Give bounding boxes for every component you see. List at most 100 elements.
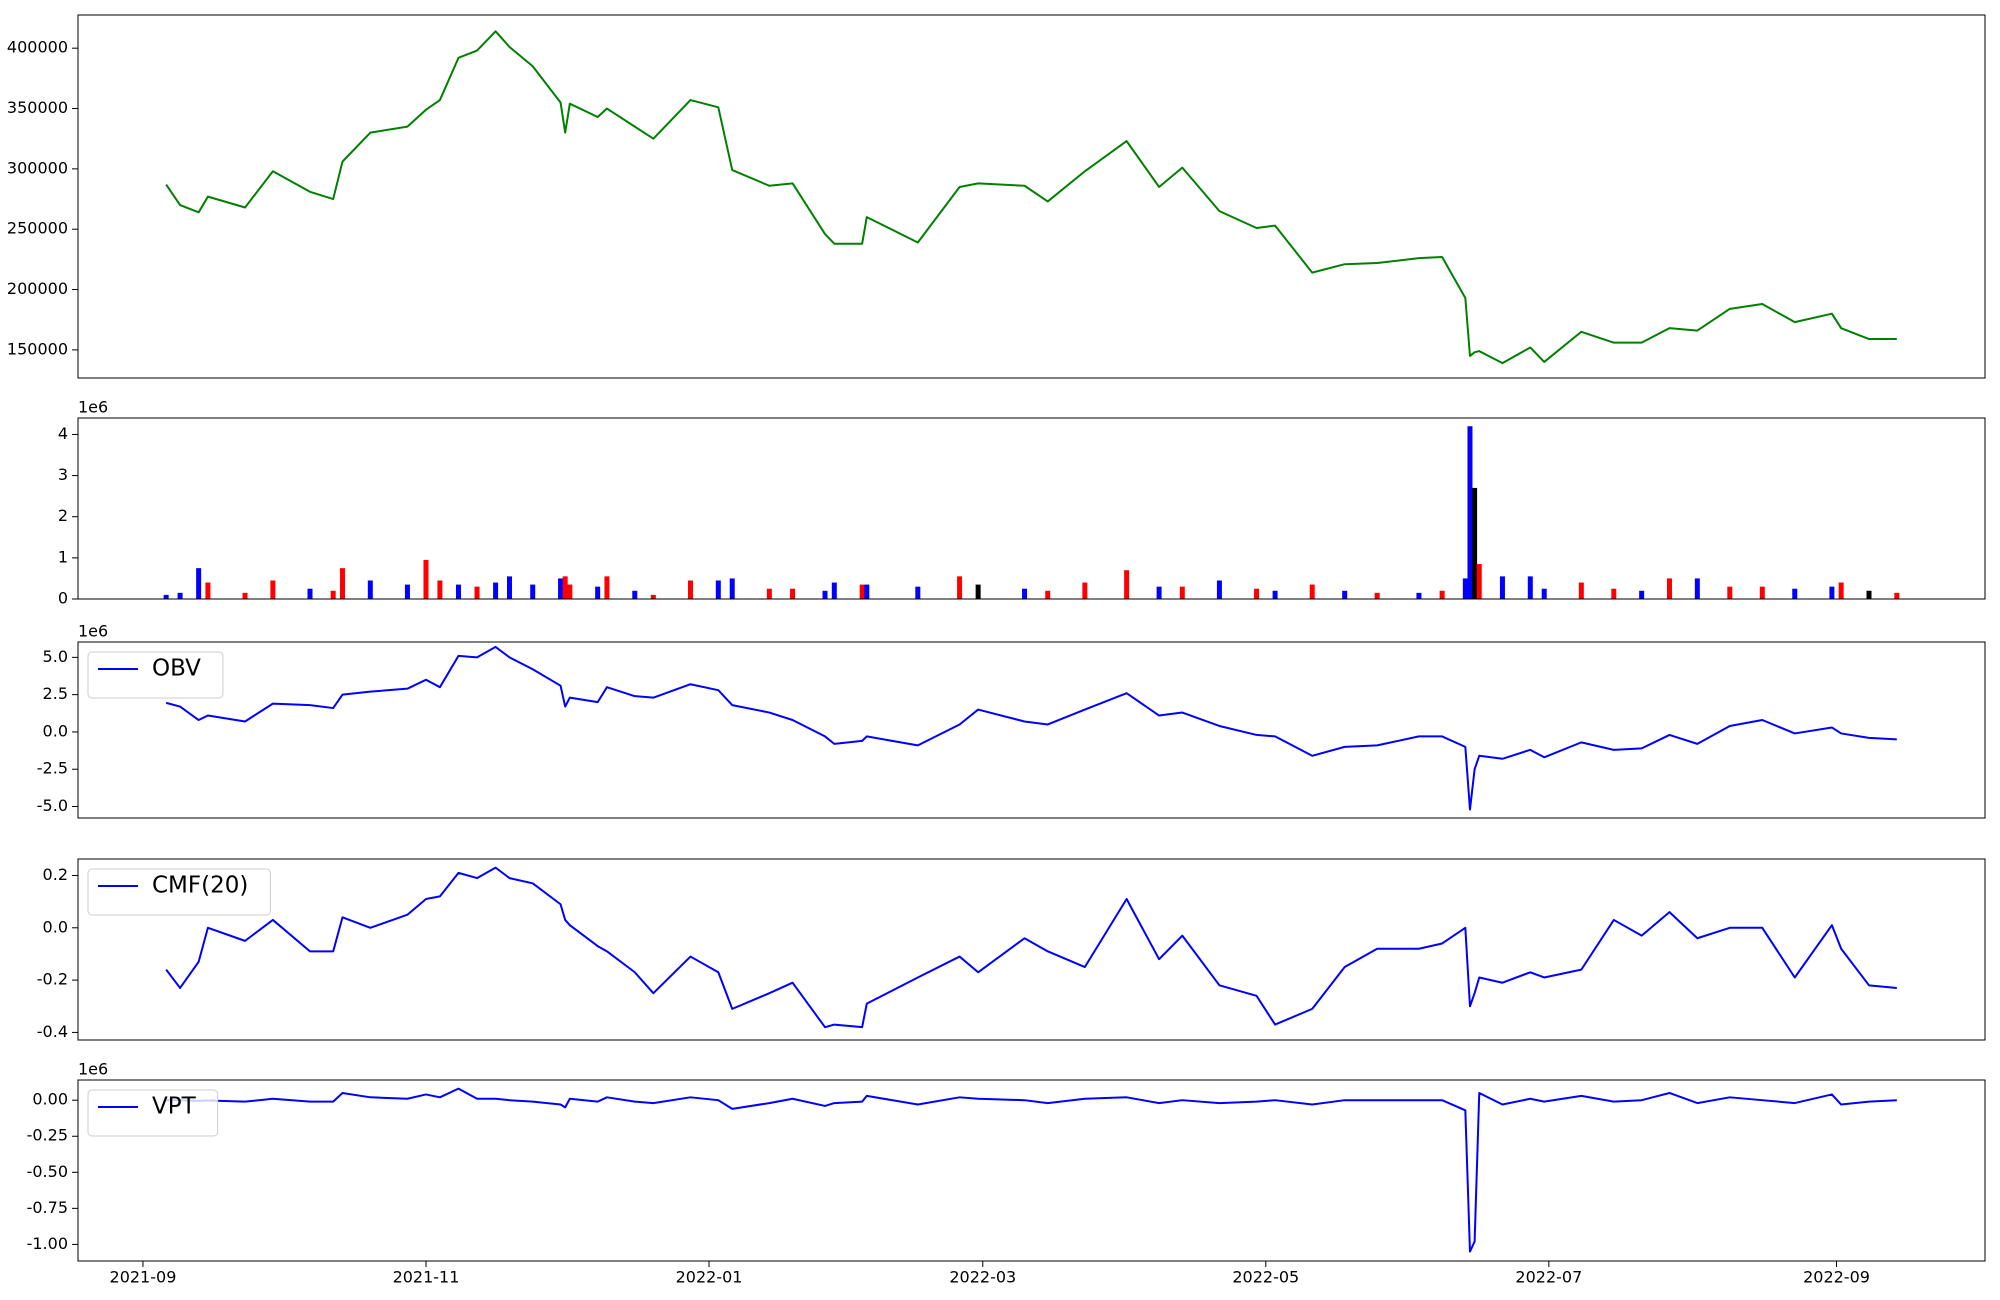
y-tick-label: -0.25 (27, 1126, 68, 1145)
legend: CMF(20) (87, 868, 271, 916)
axes-frame (77, 1079, 1986, 1262)
legend-label: CMF(20) (152, 873, 248, 899)
panel: -5.0 -2.5 0.0 2.5 5.0 1e6 OBV (37, 622, 1986, 819)
bar (975, 584, 981, 599)
y-tick-label: -0.50 (27, 1162, 68, 1181)
y-tick-label: 300000 (7, 158, 68, 177)
legend-label: VPT (152, 1094, 197, 1120)
x-tick-label: 2022-09 (1803, 1268, 1870, 1287)
panel: -1.00 -0.75 -0.50 -0.25 0.00 1e6 2021-09 2021-1… (27, 1060, 1986, 1287)
line (166, 1087, 1897, 1253)
bar (1272, 590, 1278, 599)
x-tick-label: 2022-03 (949, 1268, 1016, 1287)
legend: VPT (87, 1089, 219, 1137)
legend-box (87, 1089, 219, 1137)
bar (1342, 590, 1348, 599)
bar (1472, 487, 1478, 599)
y-offset-label: 1e6 (78, 1060, 108, 1079)
bar (1866, 590, 1872, 599)
bar (307, 588, 313, 599)
y-tick-label: 2.5 (43, 684, 68, 703)
y-tick-label: -0.75 (27, 1198, 68, 1217)
y-tick-label: 4 (58, 424, 68, 443)
bar (1727, 586, 1733, 599)
bar (270, 580, 276, 599)
bar (1527, 576, 1533, 599)
bar (1309, 584, 1315, 599)
y-tick-label: -0.4 (37, 1022, 68, 1041)
bar (562, 576, 568, 599)
bar (687, 580, 693, 599)
axes-frame (77, 14, 1986, 379)
bar (1179, 586, 1185, 599)
bar (1476, 564, 1482, 599)
bar (474, 586, 480, 599)
panel: -0.4 -0.2 0.0 0.2 CMF(20) (37, 858, 1986, 1041)
bar (423, 559, 429, 599)
legend-label: OBV (152, 656, 201, 682)
bar (558, 578, 564, 599)
bar (790, 588, 796, 599)
y-offset-label: 1e6 (78, 398, 108, 417)
y-tick-label: 0.00 (32, 1090, 68, 1109)
panel: 0 1 2 3 4 1e6 (58, 398, 1986, 608)
bar (163, 594, 169, 599)
bar (1499, 576, 1505, 599)
bar (493, 582, 499, 599)
bar (831, 582, 837, 599)
y-tick-label: 0.0 (43, 917, 68, 936)
y-tick-label: -0.2 (37, 970, 68, 989)
bar (455, 584, 461, 599)
bar (729, 578, 735, 599)
bar (1156, 586, 1162, 599)
y-tick-label: 0 (58, 589, 68, 608)
y-tick-label: 5.0 (43, 647, 68, 666)
y-tick-label: -1.00 (27, 1234, 68, 1253)
panel: 150000 200000 250000 300000 350000 400000 (7, 14, 1986, 379)
bar (177, 592, 183, 599)
bar (1838, 582, 1844, 599)
bar (957, 576, 963, 599)
x-tick-label: 2022-01 (676, 1268, 743, 1287)
bar (567, 584, 573, 599)
y-tick-label: 3 (58, 465, 68, 484)
axes-frame (77, 641, 1986, 819)
x-tick-label: 2022-07 (1515, 1268, 1582, 1287)
y-tick-label: 150000 (7, 339, 68, 358)
bar (1611, 588, 1617, 599)
x-tick-label: 2022-05 (1232, 1268, 1299, 1287)
line (165, 866, 1897, 1029)
bar (864, 584, 870, 599)
bar (1082, 582, 1088, 599)
bar (595, 586, 601, 599)
line (165, 30, 1897, 365)
bar (530, 584, 536, 599)
legend-box (87, 868, 271, 916)
bar (1216, 580, 1222, 599)
bar (196, 568, 202, 599)
bar (205, 582, 211, 599)
bar (1639, 590, 1645, 599)
y-tick-label: -2.5 (37, 759, 68, 778)
legend-box (87, 651, 224, 699)
bar (1045, 590, 1051, 599)
axes-frame (77, 417, 1986, 600)
y-tick-label: 0.2 (43, 865, 68, 884)
bar (330, 590, 336, 599)
bar (650, 594, 656, 599)
bar (1022, 588, 1028, 599)
bar (1666, 578, 1672, 599)
line (165, 645, 1897, 811)
x-tick-label: 2021-09 (110, 1268, 177, 1287)
bar (1416, 592, 1422, 599)
bar (367, 580, 373, 599)
bar (1439, 590, 1445, 599)
bar (1124, 570, 1130, 599)
y-tick-label: 200000 (7, 279, 68, 298)
bar (766, 588, 772, 599)
y-tick-label: -5.0 (37, 796, 68, 815)
y-tick-label: 0.0 (43, 721, 68, 740)
bar (1541, 588, 1547, 599)
bar (507, 576, 513, 599)
bar (1254, 588, 1260, 599)
